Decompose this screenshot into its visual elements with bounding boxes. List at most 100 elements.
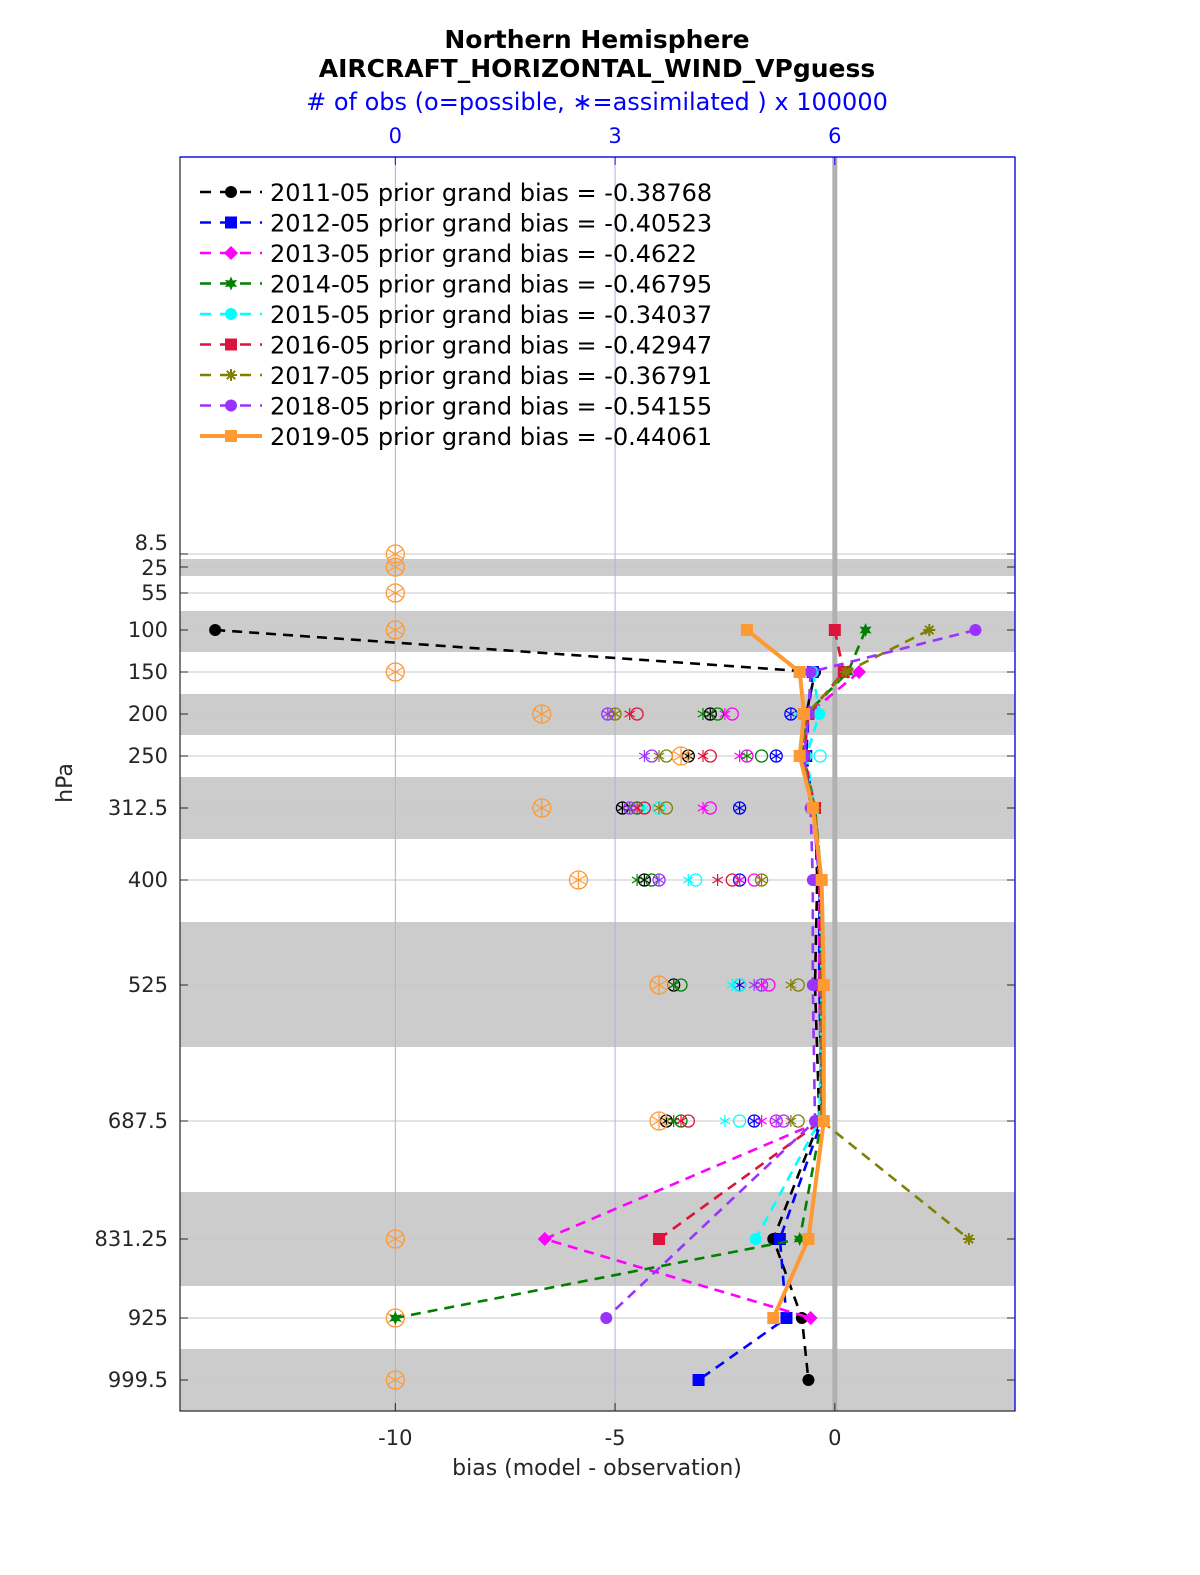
data-point — [793, 666, 806, 678]
data-point — [225, 186, 237, 198]
data-point — [653, 1233, 666, 1245]
data-point — [851, 665, 866, 679]
obs-possible-marker — [725, 707, 739, 721]
data-point — [969, 624, 982, 636]
obs-assimilated-marker — [756, 874, 768, 886]
obs-tick-label: 0 — [389, 124, 402, 148]
obs-possible-marker — [703, 801, 717, 815]
data-point — [803, 1311, 818, 1325]
x-tick-label: 0 — [828, 1426, 841, 1450]
data-point — [798, 708, 811, 720]
obs-assimilated-marker — [785, 1115, 797, 1127]
data-point — [389, 1311, 402, 1325]
data-point — [225, 369, 237, 381]
obs-assimilated-marker — [602, 708, 614, 720]
level-band — [180, 611, 1015, 652]
y-tick-label: 8.5 — [135, 531, 168, 555]
data-point — [225, 338, 237, 351]
obs-assimilated-marker — [734, 874, 746, 886]
y-tick-label: 25 — [141, 556, 168, 580]
obs-possible-marker — [645, 749, 659, 763]
obs-assimilated-marker — [653, 802, 665, 814]
obs-assimilated-marker — [650, 976, 668, 994]
data-point — [802, 1233, 815, 1245]
obs-possible-marker — [813, 749, 827, 763]
obs-assimilated-marker — [653, 874, 665, 886]
legend-entry: 2012-05 prior grand bias = -0.40523 — [270, 210, 712, 238]
obs-possible-marker — [791, 978, 805, 992]
data-point — [839, 666, 852, 678]
obs-assimilated-marker — [387, 621, 404, 639]
obs-assimilated-marker — [719, 708, 731, 720]
bias-series — [209, 623, 982, 1386]
data-point — [780, 1312, 793, 1324]
obs-assimilated-marker — [533, 705, 550, 723]
obs-possible-marker — [710, 707, 725, 721]
obs-assimilated-marker — [712, 874, 724, 886]
obs-possible-marker — [688, 873, 703, 887]
y-tick-label: 831.25 — [95, 1227, 168, 1251]
y-tick-label: 525 — [128, 973, 168, 997]
y-tick-label: 200 — [128, 702, 168, 726]
legend-entry: 2016-05 prior grand bias = -0.42947 — [270, 332, 712, 360]
y-tick-label: 150 — [128, 660, 168, 684]
obs-assimilated-marker — [785, 979, 797, 991]
data-point — [767, 1312, 780, 1324]
obs-assimilated-marker — [638, 750, 650, 762]
obs-assimilated-marker — [387, 584, 404, 602]
obs-assimilated-marker — [756, 1115, 768, 1127]
data-point — [813, 708, 826, 720]
obs-assimilated-marker — [631, 874, 643, 886]
legend-entry: 2017-05 prior grand bias = -0.36791 — [270, 362, 712, 390]
legend-entry: 2014-05 prior grand bias = -0.46795 — [270, 271, 712, 299]
obs-assimilated-marker — [741, 750, 753, 762]
data-point — [859, 623, 872, 637]
obs-possible-marker — [732, 1114, 747, 1128]
data-point — [806, 802, 819, 814]
data-point — [225, 308, 237, 320]
y-tick-label: 687.5 — [108, 1109, 168, 1133]
obs-assimilated-marker — [734, 802, 746, 814]
obs-assimilated-marker — [726, 979, 738, 991]
obs-tick-label: 6 — [828, 124, 841, 148]
obs-assimilated-marker — [697, 750, 709, 762]
legend: 2011-05 prior grand bias = -0.38768 2012-… — [200, 179, 712, 451]
data-point — [740, 624, 753, 636]
x-axis-label: bias (model - observation) — [452, 1456, 742, 1481]
data-point — [224, 276, 238, 291]
obs-assimilated-marker — [650, 1112, 668, 1130]
obs-assimilated-marker — [387, 663, 404, 681]
obs-assimilated-marker — [675, 1115, 687, 1127]
data-point — [923, 624, 936, 636]
obs-assimilated-marker — [672, 747, 690, 765]
data-point — [815, 874, 828, 886]
data-point — [209, 624, 222, 636]
data-point — [793, 1232, 806, 1246]
y-axis-label: hPa — [53, 763, 78, 803]
data-point — [817, 979, 830, 991]
obs-assimilated-marker — [668, 979, 680, 991]
chart-title: Northern Hemisphere — [444, 25, 749, 54]
y-tick-label: 999.5 — [108, 1368, 168, 1392]
legend-entry: 2018-05 prior grand bias = -0.54155 — [270, 393, 712, 421]
obs-possible-marker — [659, 801, 674, 815]
obs-assimilated-marker — [570, 871, 587, 889]
obs-possible-marker — [674, 978, 688, 992]
data-point — [802, 1374, 815, 1386]
chart-subtitle: AIRCRAFT_HORIZONTAL_WIND_VPguess — [319, 54, 876, 83]
x-tick-label: -10 — [378, 1426, 412, 1450]
y-tick-label: 100 — [128, 618, 168, 642]
data-point — [225, 216, 237, 229]
data-point — [749, 1233, 762, 1245]
legend-entry: 2011-05 prior grand bias = -0.38768 — [270, 179, 712, 207]
data-point — [804, 666, 817, 678]
obs-assimilated-marker — [682, 874, 694, 886]
obs-possible-marker — [645, 873, 659, 887]
data-point — [537, 1232, 552, 1246]
obs-assimilated-marker — [697, 802, 709, 814]
data-point — [828, 624, 841, 636]
obs-assimilated-marker — [697, 708, 709, 720]
obs-possible-marker — [754, 749, 769, 763]
obs-possible-marker — [725, 873, 739, 887]
